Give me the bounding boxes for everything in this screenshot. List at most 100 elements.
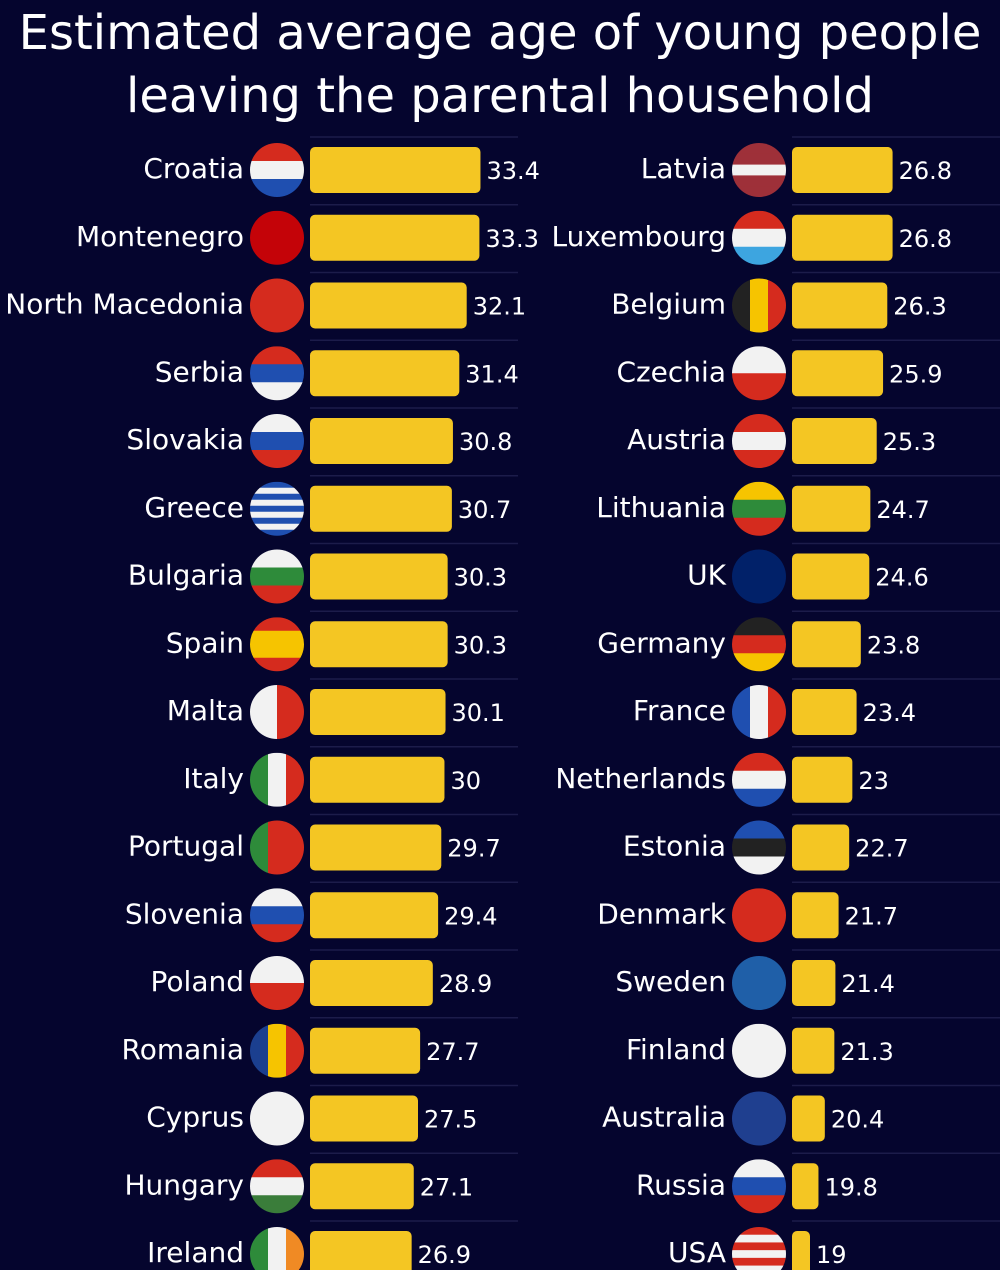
flag-stripe bbox=[732, 517, 786, 536]
category-label: Russia bbox=[636, 1168, 726, 1201]
category-label: Malta bbox=[167, 694, 244, 727]
value-label: 30.3 bbox=[454, 564, 507, 592]
flag-stripe bbox=[732, 143, 786, 155]
bar bbox=[792, 553, 870, 600]
category-label: Romania bbox=[122, 1033, 244, 1066]
category-label: Greece bbox=[144, 491, 244, 524]
category-label: Latvia bbox=[641, 152, 726, 185]
flag-stripe bbox=[250, 505, 304, 513]
flag bbox=[732, 278, 786, 333]
flag-stripe bbox=[250, 906, 304, 925]
value-label: 27.5 bbox=[424, 1106, 477, 1134]
value-label: 30.8 bbox=[459, 428, 512, 456]
value-label: 27.7 bbox=[426, 1038, 479, 1066]
flag-stripe bbox=[732, 788, 786, 807]
category-label: Croatia bbox=[143, 152, 244, 185]
flag bbox=[732, 820, 786, 875]
flag-stripe bbox=[732, 210, 786, 230]
flag-stripe bbox=[732, 175, 786, 187]
flag-stripe bbox=[250, 481, 304, 489]
flag-stripe bbox=[732, 153, 786, 166]
category-label: Bulgaria bbox=[128, 559, 244, 592]
flag bbox=[250, 956, 304, 1010]
value-label: 20.4 bbox=[831, 1106, 884, 1134]
category-label: Luxembourg bbox=[551, 220, 726, 253]
bar bbox=[792, 147, 893, 193]
flag-stripe bbox=[250, 382, 304, 401]
flag bbox=[250, 820, 304, 875]
flag-stripe bbox=[250, 499, 304, 507]
bar bbox=[792, 1095, 825, 1142]
flag bbox=[732, 685, 786, 739]
value-label: 24.6 bbox=[875, 564, 928, 592]
flag-stripe bbox=[250, 1023, 269, 1078]
flag bbox=[250, 1091, 304, 1146]
value-label: 26.8 bbox=[899, 157, 952, 185]
value-label: 23.4 bbox=[863, 699, 916, 727]
flag-stripe bbox=[250, 450, 304, 468]
flag-stripe bbox=[250, 511, 304, 519]
flag-stripe bbox=[250, 179, 304, 197]
flag-stripe bbox=[250, 161, 304, 180]
flag-stripe bbox=[250, 529, 304, 536]
value-label: 26.8 bbox=[899, 225, 952, 253]
category-label: UK bbox=[687, 559, 726, 592]
flag bbox=[250, 346, 304, 401]
category-label: Cyprus bbox=[146, 1101, 244, 1134]
category-label: Montenegro bbox=[76, 220, 244, 253]
flag-stripe bbox=[732, 414, 786, 433]
flag bbox=[732, 1159, 786, 1214]
flag bbox=[732, 210, 786, 265]
flag-stripe bbox=[268, 1023, 287, 1078]
flag-stripe bbox=[732, 1177, 786, 1196]
flag-stripe bbox=[250, 983, 304, 1010]
category-label: Slovenia bbox=[125, 897, 244, 930]
flag bbox=[732, 346, 786, 401]
flag-stripe bbox=[286, 752, 304, 807]
category-label: Italy bbox=[183, 762, 244, 795]
value-label: 23.8 bbox=[867, 631, 920, 659]
flag-stripe bbox=[286, 1227, 304, 1270]
bar bbox=[792, 1163, 819, 1210]
bar bbox=[792, 1027, 835, 1074]
flag-stripe bbox=[286, 820, 304, 875]
value-label: 22.7 bbox=[855, 835, 908, 863]
category-label: Estonia bbox=[623, 830, 726, 863]
flag-stripe bbox=[732, 856, 786, 875]
flag-stripe bbox=[732, 346, 786, 374]
value-label: 33.3 bbox=[485, 225, 538, 253]
flag-stripe bbox=[250, 364, 304, 383]
bar bbox=[310, 824, 442, 871]
flag bbox=[250, 414, 304, 468]
flag bbox=[732, 1091, 786, 1146]
flag-stripe bbox=[732, 246, 786, 265]
flag-stripe bbox=[250, 820, 269, 875]
bar bbox=[310, 485, 452, 532]
category-label: Czechia bbox=[616, 355, 726, 388]
value-label: 21.3 bbox=[840, 1038, 893, 1066]
flag-stripe bbox=[732, 653, 786, 672]
flag bbox=[250, 1023, 304, 1078]
value-label: 28.9 bbox=[439, 970, 492, 998]
flag-stripe bbox=[268, 820, 287, 875]
value-label: 30 bbox=[450, 767, 481, 795]
bar bbox=[310, 1231, 412, 1270]
flag-stripe bbox=[268, 752, 287, 807]
flag-stripe bbox=[768, 278, 786, 333]
flag-stripe bbox=[268, 1227, 287, 1270]
flag-stripe bbox=[750, 685, 769, 739]
flag-stripe bbox=[250, 278, 304, 333]
flag bbox=[250, 752, 304, 807]
bar bbox=[310, 553, 448, 600]
flag bbox=[250, 278, 304, 333]
value-label: 30.3 bbox=[454, 631, 507, 659]
bar bbox=[792, 756, 853, 803]
flag-stripe bbox=[732, 820, 786, 839]
bar bbox=[310, 1095, 418, 1142]
flag-stripe bbox=[732, 617, 786, 636]
flag-stripe bbox=[732, 432, 786, 451]
category-label: Netherlands bbox=[555, 762, 726, 795]
flag-stripe bbox=[286, 1023, 304, 1078]
bar bbox=[310, 689, 446, 735]
